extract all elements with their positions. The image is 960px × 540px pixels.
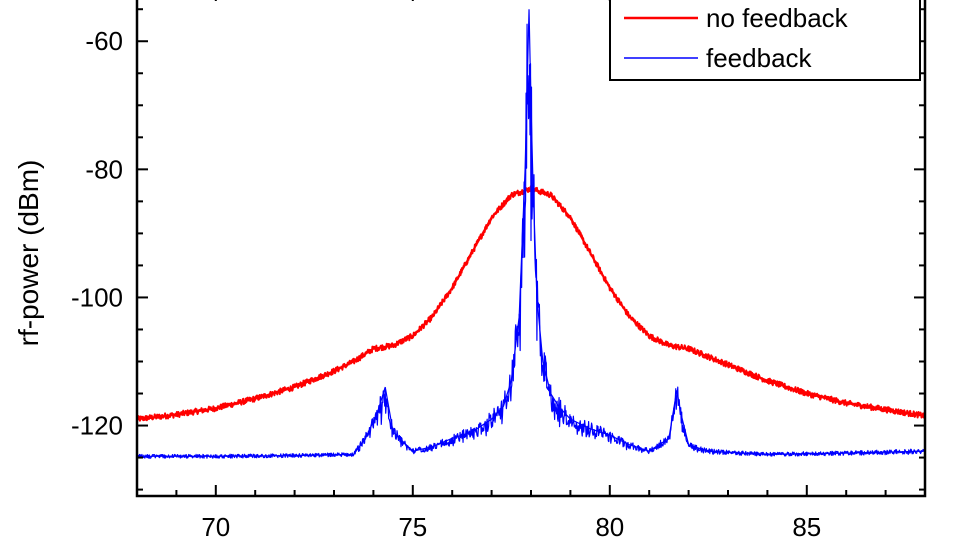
- y-tick-label: -120: [71, 411, 123, 441]
- series-anchor-line-feedback: [137, 9, 925, 457]
- y-tick-label: -60: [85, 26, 123, 56]
- series-layer: [137, 9, 925, 459]
- x-tick-label: 85: [792, 512, 821, 540]
- x-tick-label: 80: [595, 512, 624, 540]
- legend-label: no feedback: [706, 3, 849, 33]
- x-tick-label: 70: [201, 512, 230, 540]
- y-axis-label: rf-power (dBm): [13, 160, 44, 347]
- legend: no feedback feedback: [609, 0, 921, 81]
- x-tick-label: 75: [398, 512, 427, 540]
- legend-box: [609, 0, 921, 81]
- legend-label: feedback: [706, 43, 813, 73]
- series-anchor-line-no-feedback: [137, 187, 925, 421]
- ticks-layer: 70 75 80 85 -60 -80 -100 -120: [71, 0, 926, 540]
- y-tick-label: -100: [71, 282, 123, 312]
- y-tick-label: -80: [85, 154, 123, 184]
